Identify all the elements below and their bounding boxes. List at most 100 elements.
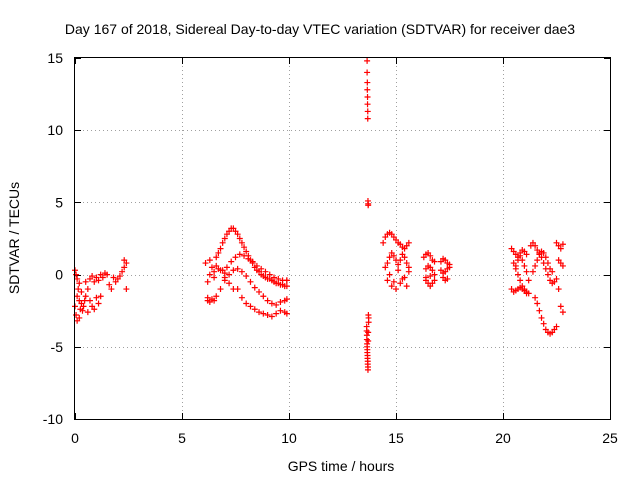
data-point	[251, 306, 258, 313]
data-point	[260, 293, 267, 300]
data-point	[106, 281, 113, 288]
data-point	[123, 286, 130, 293]
chart-title: Day 167 of 2018, Sidereal Day-to-day VTE…	[64, 21, 576, 37]
data-point	[236, 251, 243, 258]
data-point	[258, 265, 265, 272]
data-point	[104, 271, 111, 278]
data-point	[523, 268, 530, 275]
data-point	[223, 264, 230, 271]
x-axis-label: GPS time / hours	[288, 458, 395, 474]
axis-ticks	[75, 58, 611, 420]
x-tick-label: 5	[178, 430, 186, 446]
data-point	[395, 261, 402, 268]
data-point	[275, 275, 282, 282]
y-tick-label: 15	[47, 50, 63, 66]
data-point	[204, 278, 211, 285]
data-point	[230, 267, 237, 274]
data-point	[559, 309, 566, 316]
data-point	[422, 274, 429, 281]
data-point	[211, 268, 218, 275]
data-point	[238, 239, 245, 246]
data-point	[365, 329, 372, 336]
data-point	[89, 273, 96, 280]
data-point	[382, 264, 389, 271]
data-point	[395, 267, 402, 274]
grid-lines	[75, 58, 610, 419]
data-point	[386, 271, 393, 278]
plot-border	[74, 57, 611, 420]
data-point	[403, 283, 410, 290]
y-tick-label: 10	[47, 122, 63, 138]
data-point	[84, 286, 91, 293]
x-tick-label: 20	[495, 430, 511, 446]
data-point	[523, 290, 530, 297]
data-point	[226, 271, 233, 278]
data-point	[73, 312, 80, 319]
data-point	[384, 260, 391, 267]
data-point	[206, 257, 213, 264]
data-point	[202, 260, 209, 267]
data-point	[405, 268, 412, 275]
data-point	[538, 314, 545, 321]
data-point	[206, 271, 213, 278]
data-point	[82, 293, 89, 300]
data-point	[208, 264, 215, 271]
data-point	[99, 274, 106, 281]
data-point	[76, 280, 83, 287]
y-tick-label: 5	[55, 194, 63, 210]
data-point	[380, 239, 387, 246]
data-point	[517, 252, 524, 259]
data-point	[517, 277, 524, 284]
data-point	[213, 293, 220, 300]
data-point	[364, 101, 371, 108]
data-point	[277, 299, 284, 306]
data-point	[405, 239, 412, 246]
data-point	[268, 300, 275, 307]
data-point	[256, 288, 263, 295]
data-point	[523, 251, 530, 258]
data-point	[241, 252, 248, 259]
y-tick-label: -5	[51, 339, 64, 355]
data-point	[221, 274, 228, 281]
data-point	[91, 306, 98, 313]
data-point	[81, 297, 88, 304]
data-point	[110, 274, 117, 281]
data-point	[364, 57, 371, 64]
data-point	[73, 271, 80, 278]
data-point	[74, 293, 81, 300]
data-point	[234, 265, 241, 272]
data-point	[211, 274, 218, 281]
data-point	[365, 319, 372, 326]
data-point	[532, 262, 539, 269]
data-point	[256, 309, 263, 316]
data-point	[397, 257, 404, 264]
data-point	[553, 323, 560, 330]
series-sat-arc-2	[202, 225, 290, 306]
series-sat-arc-11	[553, 239, 566, 316]
data-point	[273, 301, 280, 308]
data-point	[121, 264, 128, 271]
data-point	[540, 320, 547, 327]
data-point	[553, 275, 560, 282]
data-point	[251, 284, 258, 291]
data-point	[84, 309, 91, 316]
series-sat-arc-9	[508, 245, 532, 297]
series-sat-arc-7	[420, 249, 438, 290]
data-point	[217, 267, 224, 274]
data-point	[80, 303, 87, 310]
data-point	[514, 271, 521, 278]
data-point	[82, 278, 89, 285]
data-point	[215, 249, 222, 256]
data-point	[247, 303, 254, 310]
data-point	[390, 278, 397, 285]
data-point	[236, 235, 243, 242]
y-axis-label: SDTVAR / TECUs	[6, 182, 22, 294]
data-point	[544, 271, 551, 278]
data-point	[525, 277, 532, 284]
data-point	[429, 267, 436, 274]
data-point	[277, 307, 284, 314]
data-point	[403, 260, 410, 267]
data-point	[399, 275, 406, 282]
data-point	[91, 278, 98, 285]
data-point	[243, 273, 250, 280]
